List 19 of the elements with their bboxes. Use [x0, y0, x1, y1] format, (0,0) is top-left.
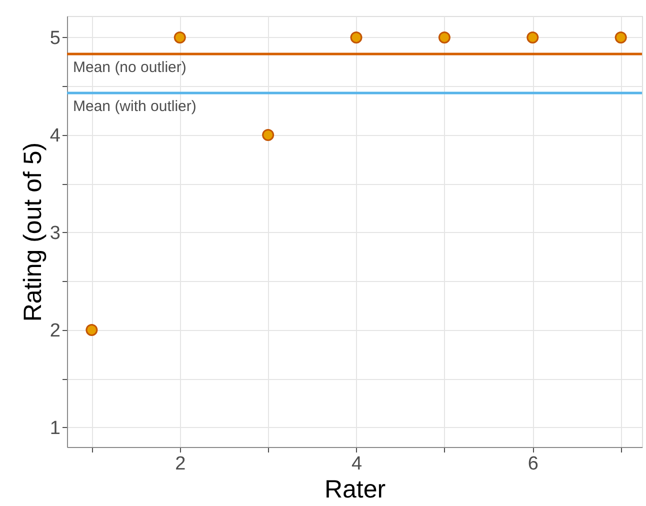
y-tick-label: 1 [50, 418, 60, 439]
x-tick-label: 2 [175, 454, 186, 474]
point [350, 31, 362, 44]
x-tick-label: 6 [528, 454, 538, 474]
x-tick-label: 4 [351, 454, 362, 474]
x-axis-title: Rater [324, 476, 386, 504]
point [86, 324, 98, 336]
point [526, 31, 539, 44]
ref-line-label: Mean (with outlier) [73, 98, 196, 116]
point [262, 128, 274, 141]
ref-line-label: Mean (no outlier) [73, 59, 186, 76]
y-tick-label: 3 [50, 222, 60, 244]
y-tick-label: 4 [50, 125, 61, 146]
point [174, 31, 186, 44]
y-axis-title: Rating (out of 5) [18, 142, 47, 322]
y-tick-label: 5 [50, 28, 60, 49]
point [614, 31, 627, 44]
point [438, 31, 450, 44]
y-tick-label: 2 [50, 320, 60, 342]
